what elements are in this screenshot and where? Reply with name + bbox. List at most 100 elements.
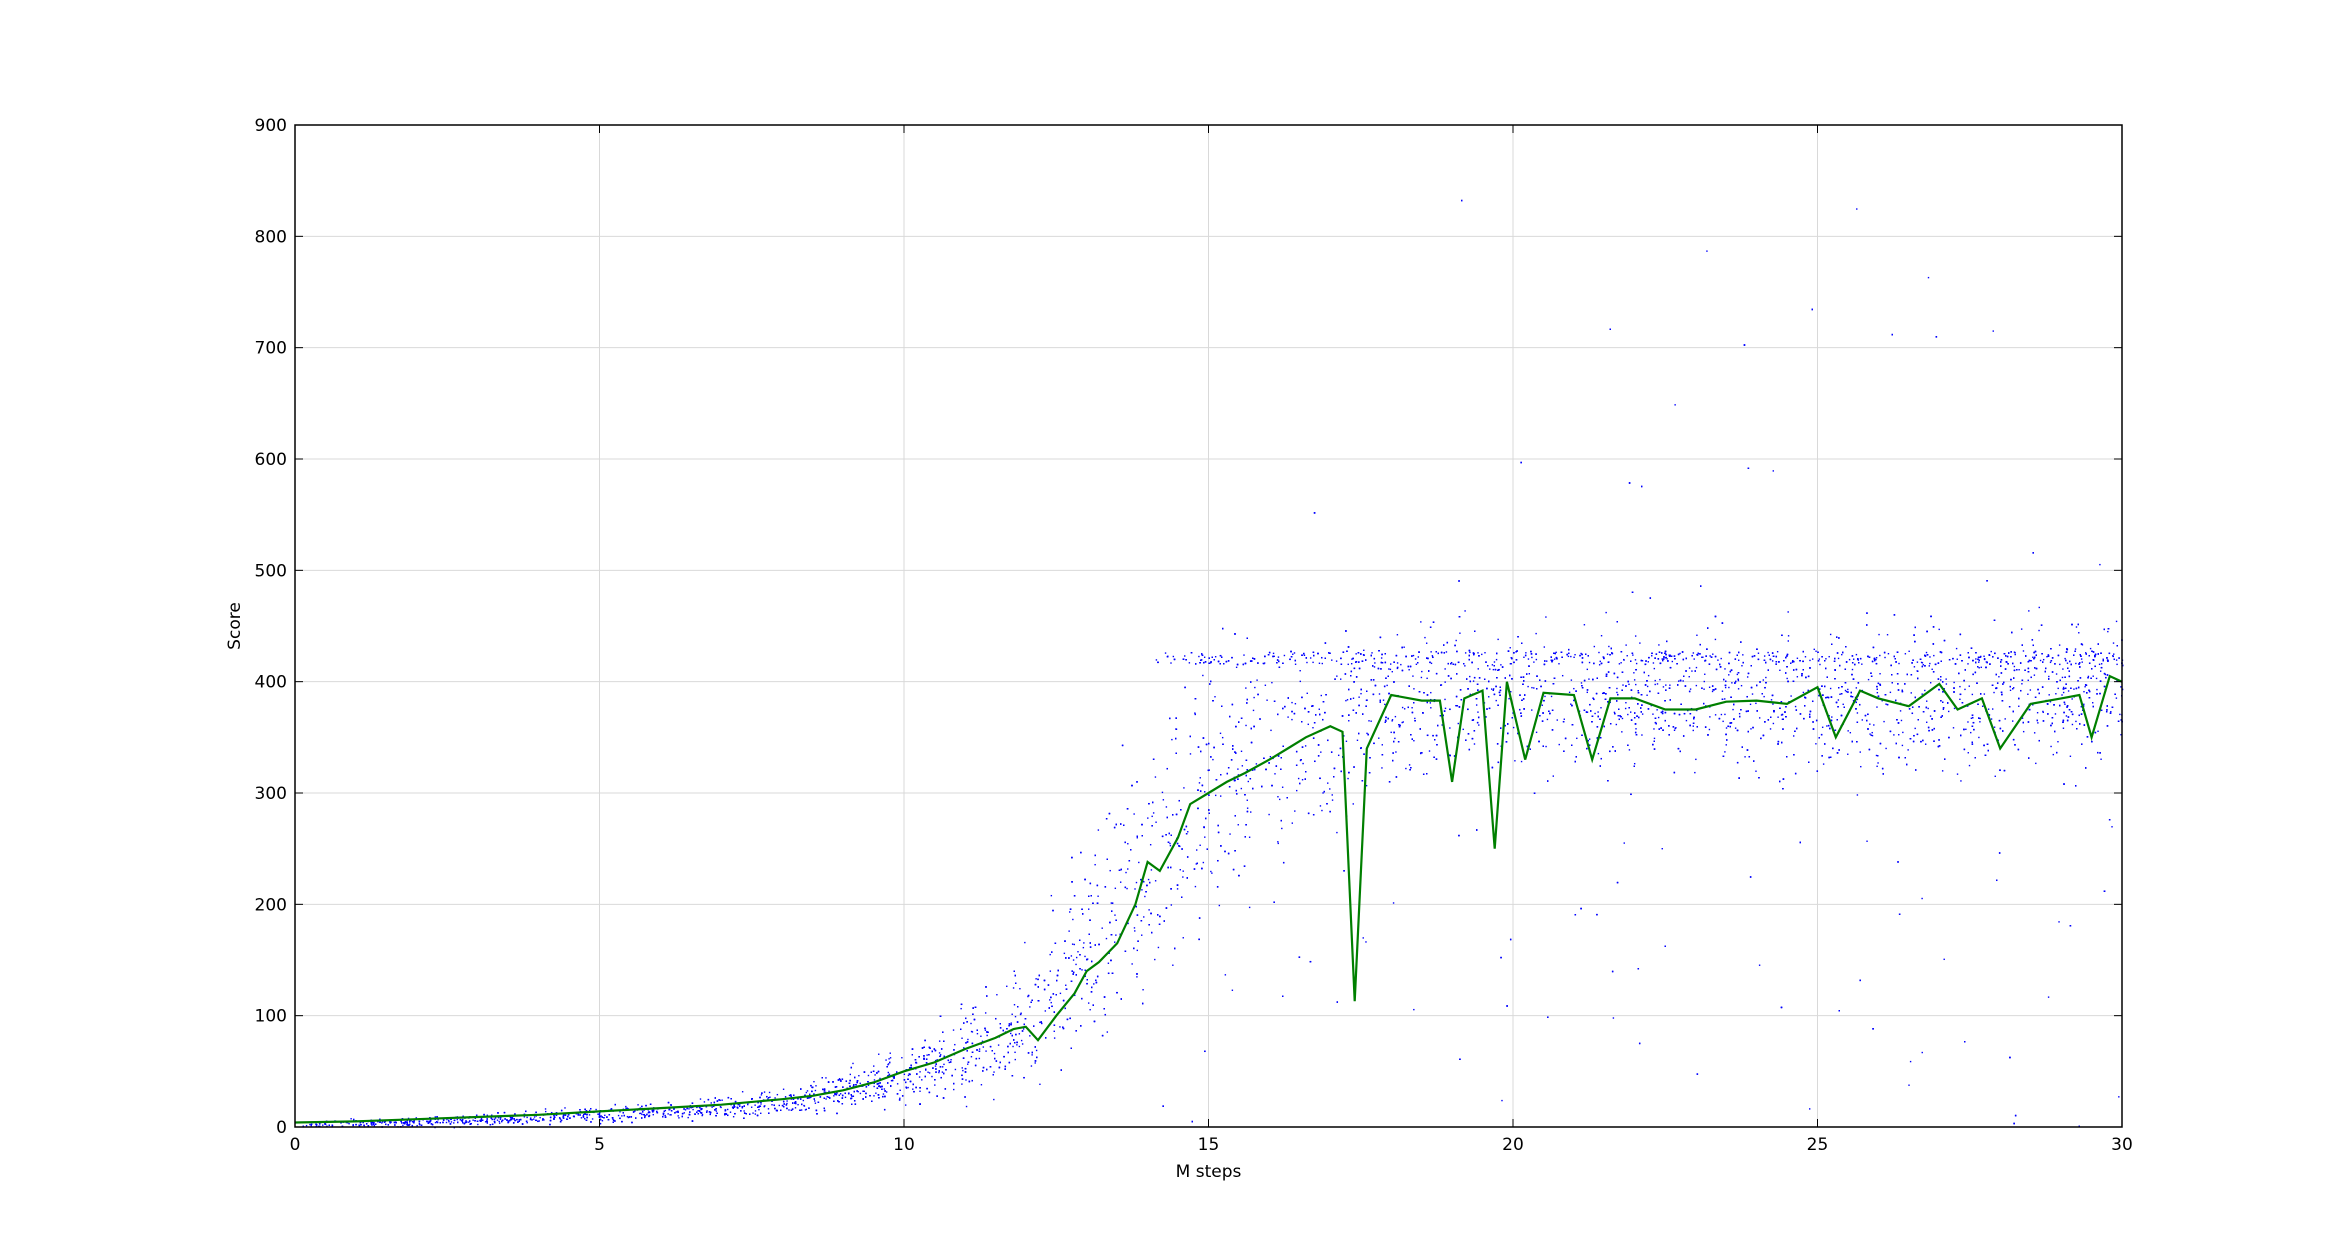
scatter-point	[1106, 1031, 1109, 1033]
scatter-point	[1188, 662, 1191, 664]
scatter-point	[1665, 656, 1667, 659]
scatter-point	[348, 1123, 350, 1125]
scatter-point	[1115, 934, 1117, 936]
scatter-point	[1647, 661, 1649, 663]
scatter-point	[326, 1125, 328, 1127]
scatter-point	[619, 1111, 621, 1113]
scatter-point	[1210, 870, 1212, 873]
scatter-point	[1787, 611, 1789, 613]
scatter-point	[498, 1120, 500, 1123]
scatter-point	[350, 1118, 352, 1120]
scatter-point	[1229, 833, 1231, 835]
scatter-point	[1348, 720, 1350, 722]
scatter-point	[859, 1082, 861, 1085]
scatter-point	[1931, 668, 1933, 671]
scatter-point	[1884, 656, 1886, 659]
scatter-point	[2099, 670, 2102, 672]
scatter-point	[539, 1116, 541, 1119]
scatter-point	[1127, 868, 1129, 870]
scatter-point	[1876, 691, 1879, 694]
scatter-point	[1141, 889, 1143, 891]
scatter-point	[544, 1108, 547, 1110]
scatter-point	[921, 1079, 923, 1081]
scatter-point	[1815, 650, 1817, 652]
scatter-point	[970, 1030, 973, 1033]
scatter-point	[1114, 941, 1116, 943]
scatter-point	[518, 1118, 520, 1121]
scatter-point	[1741, 665, 1743, 667]
scatter-point	[1312, 727, 1314, 729]
scatter-point	[1623, 659, 1625, 661]
scatter-point	[1318, 708, 1320, 710]
scatter-point	[1268, 813, 1270, 816]
scatter-point	[1272, 652, 1275, 655]
scatter-point	[1914, 727, 1916, 730]
scatter-point	[373, 1124, 376, 1127]
scatter-point	[1802, 691, 1805, 694]
scatter-point	[1155, 821, 1157, 823]
scatter-point	[1706, 250, 1708, 252]
scatter-point	[1172, 655, 1175, 658]
scatter-point	[612, 1118, 614, 1121]
scatter-point	[1512, 726, 1515, 729]
scatter-point	[1983, 655, 1985, 657]
scatter-point	[890, 1079, 893, 1082]
scatter-point	[1990, 650, 1992, 653]
scatter-point	[1570, 655, 1572, 658]
scatter-point	[511, 1118, 514, 1120]
scatter-point	[2013, 665, 2016, 668]
scatter-point	[1855, 653, 1858, 656]
scatter-point	[1293, 652, 1296, 654]
scatter-point	[1170, 662, 1172, 664]
scatter-point	[885, 1091, 888, 1093]
scatter-point	[986, 1034, 988, 1037]
scatter-point	[1837, 657, 1840, 660]
scatter-point	[1345, 699, 1347, 702]
scatter-point	[2036, 712, 2039, 714]
scatter-point	[1545, 745, 1547, 748]
scatter-point	[1588, 661, 1591, 664]
scatter-point	[1417, 656, 1420, 658]
scatter-point	[1208, 769, 1210, 771]
scatter-point	[1626, 655, 1628, 657]
scatter-point	[1429, 702, 1432, 704]
scatter-point	[1012, 987, 1015, 989]
scatter-point	[408, 1121, 411, 1123]
scatter-point	[309, 1123, 311, 1126]
scatter-point	[2027, 679, 2029, 681]
scatter-point	[978, 1057, 981, 1060]
scatter-point	[597, 1113, 599, 1115]
scatter-point	[2048, 694, 2050, 696]
scatter-point	[2018, 705, 2020, 707]
scatter-point	[1960, 780, 1962, 782]
scatter-point	[970, 1022, 972, 1025]
scatter-point	[1603, 656, 1605, 659]
scatter-point	[1597, 752, 1600, 755]
scatter-point	[1877, 762, 1879, 764]
scatter-point	[1622, 684, 1624, 686]
scatter-point	[1831, 716, 1833, 718]
scatter-point	[498, 1122, 501, 1124]
scatter-point	[701, 1114, 704, 1116]
scatter-point	[1027, 995, 1029, 998]
scatter-point	[1169, 842, 1171, 845]
scatter-point	[1240, 750, 1243, 752]
scatter-point	[2050, 745, 2052, 748]
scatter-point	[625, 1105, 627, 1108]
scatter-point	[1724, 698, 1726, 700]
scatter-point	[1883, 720, 1885, 723]
scatter-point	[675, 1111, 677, 1113]
scatter-point	[1331, 799, 1334, 801]
scatter-point	[1632, 654, 1634, 656]
scatter-point	[526, 1121, 528, 1124]
scatter-point	[1665, 684, 1667, 686]
scatter-point	[1586, 711, 1589, 713]
scatter-point	[2012, 720, 2014, 722]
scatter-point	[2110, 710, 2112, 713]
scatter-point	[646, 1113, 648, 1115]
scatter-point	[743, 1110, 745, 1112]
scatter-point	[2064, 657, 2066, 660]
scatter-point	[1266, 699, 1268, 701]
scatter-point	[1658, 644, 1660, 646]
scatter-point	[1921, 662, 1924, 664]
